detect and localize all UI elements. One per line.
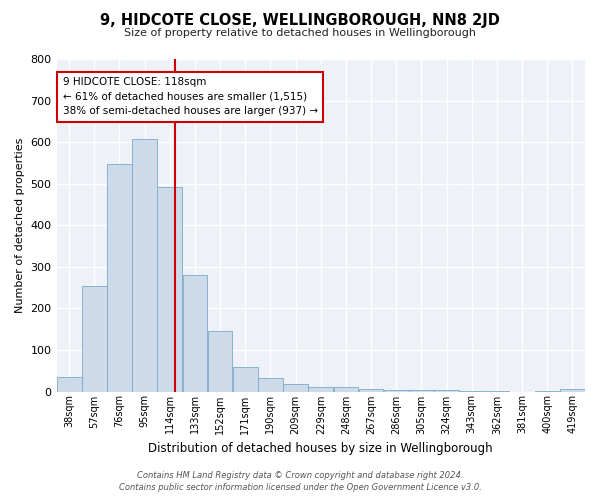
Text: Contains HM Land Registry data © Crown copyright and database right 2024.
Contai: Contains HM Land Registry data © Crown c… (119, 471, 481, 492)
Bar (434, 390, 459, 392)
X-axis label: Distribution of detached houses by size in Wellingborough: Distribution of detached houses by size … (148, 442, 493, 455)
Bar (308, 386, 333, 392)
Bar (132, 139, 157, 392)
Bar (107, 164, 132, 392)
Bar (258, 378, 283, 392)
Bar (409, 390, 434, 392)
Bar (157, 186, 182, 392)
Bar (460, 390, 484, 392)
Bar (384, 390, 409, 392)
Bar (208, 331, 232, 392)
Bar (57, 377, 82, 392)
Text: 9 HIDCOTE CLOSE: 118sqm
← 61% of detached houses are smaller (1,515)
38% of semi: 9 HIDCOTE CLOSE: 118sqm ← 61% of detache… (62, 77, 317, 116)
Bar (233, 366, 257, 392)
Bar (560, 390, 585, 392)
Y-axis label: Number of detached properties: Number of detached properties (15, 138, 25, 313)
Bar (182, 275, 208, 392)
Text: Size of property relative to detached houses in Wellingborough: Size of property relative to detached ho… (124, 28, 476, 38)
Bar (359, 390, 383, 392)
Bar (82, 286, 107, 392)
Bar (283, 384, 308, 392)
Bar (334, 388, 358, 392)
Text: 9, HIDCOTE CLOSE, WELLINGBOROUGH, NN8 2JD: 9, HIDCOTE CLOSE, WELLINGBOROUGH, NN8 2J… (100, 12, 500, 28)
